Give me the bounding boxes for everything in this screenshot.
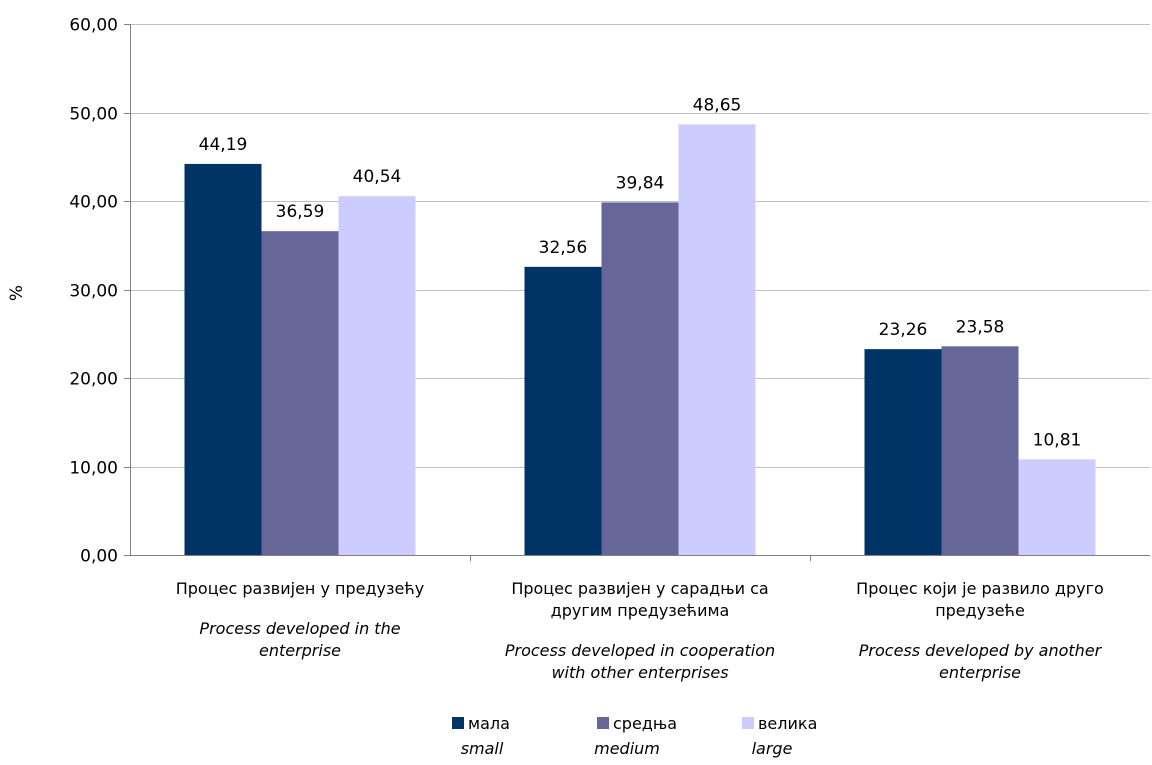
y-tick-label: 0,00 — [80, 547, 118, 567]
category-label: Процес развијен у предузећу — [176, 579, 425, 598]
data-label: 40,54 — [353, 167, 402, 187]
data-label: 10,81 — [1033, 430, 1082, 450]
y-axis-title: % — [7, 285, 27, 301]
legend-label: велика — [758, 714, 817, 733]
legend-swatch — [597, 717, 609, 729]
y-tick-label: 40,00 — [69, 193, 118, 213]
legend-label-en: large — [752, 739, 793, 758]
bar — [601, 202, 679, 555]
data-label: 23,58 — [956, 317, 1005, 337]
legend-swatch — [452, 717, 464, 729]
data-label: 23,26 — [879, 320, 928, 340]
y-tick-label: 20,00 — [69, 370, 118, 390]
bar — [1018, 459, 1096, 555]
category-label-en: enterprise — [939, 663, 1021, 682]
category-label: Процес развијен у сарадњи са — [511, 579, 768, 598]
legend-swatch — [742, 717, 754, 729]
bar — [261, 231, 339, 555]
legend: мала small средња medium велика large — [452, 714, 817, 758]
y-tick-label: 10,00 — [69, 459, 118, 479]
category-label-en: Process developed in cooperation — [505, 641, 775, 660]
axes — [130, 24, 1150, 561]
data-label: 44,19 — [199, 135, 248, 155]
legend-label-en: small — [461, 739, 504, 758]
data-label: 32,56 — [539, 238, 588, 258]
legend-label: средња — [613, 714, 677, 733]
bar — [941, 346, 1019, 555]
legend-label-en: medium — [594, 739, 660, 758]
category-labels: Процес развијен у предузећу Process devel… — [176, 579, 1104, 682]
bar — [678, 124, 756, 555]
bar — [184, 163, 262, 555]
category-label-en: Process developed by another — [859, 641, 1103, 660]
category-label: другим предузећима — [551, 601, 730, 620]
category-label-en: enterprise — [259, 641, 341, 660]
data-label: 36,59 — [276, 202, 325, 222]
data-label: 39,84 — [616, 173, 665, 193]
y-tick-label: 30,00 — [69, 282, 118, 302]
data-labels: 44,19 36,59 40,54 32,56 39,84 48,65 23,26 23,58… — [199, 95, 1082, 450]
bar — [524, 266, 602, 555]
category-label-en: Process developed in the — [199, 619, 400, 638]
category-label: Процес који је развило друго — [856, 579, 1104, 598]
category-label-en: with other enterprises — [551, 663, 728, 682]
bar — [338, 196, 416, 555]
bars — [184, 124, 1096, 555]
y-tick-label: 60,00 — [69, 16, 118, 36]
data-label: 48,65 — [693, 95, 742, 115]
legend-label: мала — [468, 714, 510, 733]
y-tick-labels: 0,00 10,00 20,00 30,00 40,00 50,00 60,00 — [69, 16, 118, 567]
y-tick-label: 50,00 — [69, 105, 118, 125]
category-label: предузеће — [935, 601, 1025, 620]
bar — [864, 349, 942, 555]
